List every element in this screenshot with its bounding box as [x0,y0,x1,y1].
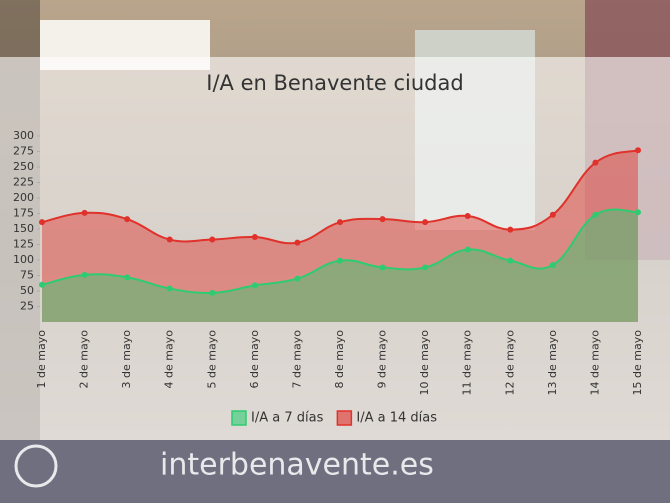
watermark-logo [14,444,58,488]
point [251,234,258,241]
point [379,264,386,271]
x-tick-label: 8 de mayo [333,330,346,389]
point [209,289,216,296]
point [464,246,471,253]
point [635,209,641,216]
point [549,261,556,268]
x-tick-label: 11 de mayo [461,330,474,396]
x-tick-label: 10 de mayo [418,330,431,396]
y-tick-label: 300 [13,129,34,142]
legend-swatch[interactable] [336,410,353,426]
y-tick-label: 175 [13,207,34,220]
y-tick-label: 275 [13,145,34,158]
point [124,274,131,281]
x-tick-label: 7 de mayo [290,330,303,389]
point [379,216,386,223]
y-tick-label: 150 [13,222,34,235]
photo-pavement [0,440,670,503]
x-tick-label: 4 de mayo [163,330,176,389]
x-tick-label: 5 de mayo [205,330,218,389]
y-tick-label: 100 [13,253,34,266]
chart-title: I/A en Benavente ciudad [206,71,463,95]
point [507,257,514,264]
x-tick-label: 9 de mayo [376,330,389,389]
point [337,219,343,226]
y-tick-label: 50 [20,284,34,297]
y-tick-label: 200 [13,191,34,204]
legend-label[interactable]: I/A a 7 días [251,411,324,426]
y-tick-label: 225 [13,176,34,189]
x-tick-label: 14 de mayo [588,330,601,396]
y-tick-label: 25 [20,300,34,313]
x-tick-label: 13 de mayo [546,330,559,396]
point [209,236,216,243]
point [549,211,556,218]
point [39,219,45,226]
legend-label[interactable]: I/A a 14 días [356,411,437,426]
y-tick-label: 250 [13,160,34,173]
point [507,226,514,233]
point [81,209,88,216]
point [294,275,301,282]
point [337,257,343,264]
point [124,216,131,223]
point [294,239,301,246]
x-tick-label: 6 de mayo [248,330,261,389]
point [39,281,45,288]
point [422,219,429,226]
point [592,211,599,218]
x-tick-label: 15 de mayo [631,330,644,396]
point [635,147,641,154]
x-tick-label: 2 de mayo [78,330,91,389]
point [422,264,429,271]
point [166,285,173,292]
y-tick-label: 125 [13,238,34,251]
legend-swatch[interactable] [231,410,247,426]
chart-panel [0,57,670,440]
area [42,209,638,322]
x-tick-label: 12 de mayo [503,330,516,396]
point [464,212,471,219]
point [81,271,88,278]
point [592,159,599,166]
x-tick-label: 3 de mayo [120,330,133,389]
point [166,236,173,243]
x-tick-label: 1 de mayo [35,330,48,389]
point [251,282,258,289]
area [42,150,638,322]
watermark: interbenavente.es [160,448,434,483]
y-tick-label: 75 [20,269,34,282]
